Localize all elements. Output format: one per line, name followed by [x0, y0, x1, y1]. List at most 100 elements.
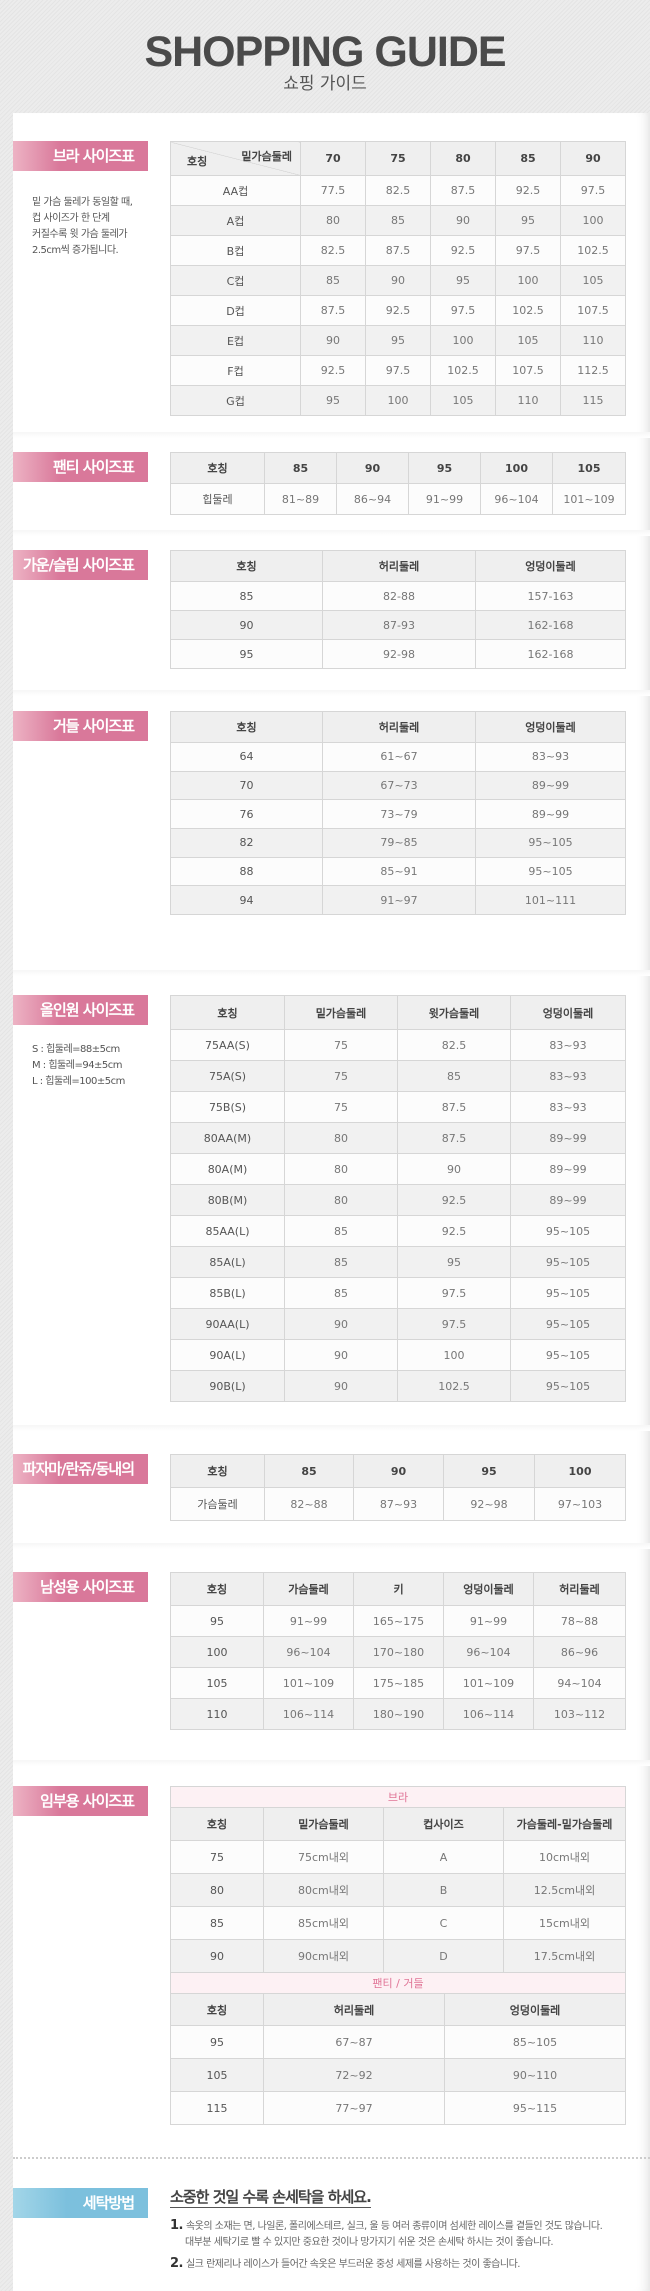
column-header: 85: [264, 1454, 354, 1488]
table-cell: 85: [170, 1906, 264, 1940]
table-cell: 81~89: [264, 483, 337, 515]
column-header: 키: [353, 1572, 444, 1606]
table-cell: 80: [300, 205, 366, 236]
column-header: 컵사이즈: [383, 1807, 504, 1841]
table-cell: 110: [170, 1698, 264, 1730]
table-row: 82 79~85 95~105: [170, 828, 626, 858]
table-cell: 103~112: [533, 1698, 626, 1730]
table-row: 105 101~109 175~185 101~109 94~104: [170, 1667, 626, 1699]
table-cell: 101~109: [263, 1667, 354, 1699]
note-line: 컵 사이즈가 한 단계: [32, 213, 110, 224]
table-cell: 85AA(L): [170, 1215, 285, 1247]
table-cell: 105: [170, 1667, 264, 1699]
item-number: 1.: [170, 2218, 183, 2233]
column-header: 윗가슴둘레: [397, 995, 511, 1030]
section-label: 거들 사이즈표: [13, 711, 148, 741]
column-header: 허리둘레: [322, 550, 476, 582]
table-cell: 87.5: [397, 1122, 511, 1154]
table-cell: 175~185: [353, 1667, 444, 1699]
table-row: 95 92-98 162-168: [170, 639, 626, 669]
table-cell: 90: [430, 205, 496, 236]
table-cell: 80cm내외: [263, 1873, 384, 1907]
column-header: 허리둘레: [322, 711, 476, 743]
table-cell: 95~105: [510, 1308, 626, 1340]
table-cell: 92-98: [322, 639, 476, 669]
table-row: 105 72~92 90~110: [170, 2058, 627, 2092]
table-cell: 67~73: [322, 770, 476, 801]
column-header: 엉덩이둘레: [510, 995, 626, 1030]
column-header: 호칭: [170, 1807, 264, 1841]
table-cell: 85~91: [322, 856, 476, 887]
table-cell: 61~67: [322, 742, 476, 772]
note-line: S : 힙둘레=88±5cm: [32, 1044, 120, 1055]
item-text: 실크 란제리나 레이스가 들어간 속옷은 부드러운 중성 세제를 사용하는 것이…: [185, 2259, 520, 2270]
table-cell: F컵: [170, 355, 301, 386]
column-header: 호칭: [170, 711, 323, 743]
table-cell: 115: [560, 385, 626, 416]
table-cell: 100: [170, 1636, 264, 1668]
table-row: G컵 95 100 105 110 115: [170, 385, 626, 416]
table-cell: 82: [170, 828, 323, 858]
table-cell: 92.5: [397, 1215, 511, 1247]
table-cell: 85: [300, 265, 366, 296]
table-cell: 90: [284, 1370, 398, 1402]
table-cell: 75A(S): [170, 1060, 285, 1092]
table-cell: 100: [560, 205, 626, 236]
column-header: 80: [430, 141, 496, 176]
table-cell: 96~104: [263, 1636, 354, 1668]
table-cell: 92~98: [443, 1487, 535, 1521]
table-cell: 92.5: [397, 1184, 511, 1216]
column-axis-label: 밑가슴둘레: [241, 150, 292, 163]
table-cell: 97~103: [534, 1487, 626, 1521]
table-cell: B: [383, 1873, 504, 1907]
table-cell: 101~109: [443, 1667, 534, 1699]
table-cell: 162-168: [475, 639, 626, 669]
table-cell: 92.5: [300, 355, 366, 386]
table-cell: 102.5: [495, 295, 561, 326]
divider: [13, 2157, 650, 2159]
column-header: 호칭: [170, 550, 323, 582]
divider: [13, 530, 650, 536]
table-cell: 90~110: [443, 2058, 627, 2092]
column-header: 허리둘레: [263, 1993, 445, 2026]
table-cell: 95~105: [475, 828, 626, 858]
size-table: 호칭 85 90 95 100 가슴둘레 82~88 87~93 92~98 97~103: [170, 1454, 626, 1521]
table-row: 85 85cm내외 C 15cm내외: [170, 1906, 626, 1940]
table-cell: 85B(L): [170, 1277, 285, 1309]
table-cell: 83~93: [475, 742, 626, 772]
table-cell: 97.5: [560, 175, 626, 206]
table-cell: 95: [397, 1246, 511, 1278]
table-cell: 157-163: [475, 581, 626, 611]
table-cell: 87-93: [322, 610, 476, 640]
table-cell: 94~104: [533, 1667, 626, 1699]
divider: [13, 1425, 650, 1431]
caption-row: 팬티 / 거들: [169, 1972, 627, 1994]
section-label-washing: 세탁방법: [13, 2188, 148, 2218]
table-cell: 110: [495, 385, 561, 416]
table-row: 90B(L) 90 102.5 95~105: [170, 1370, 626, 1402]
table-cell: 67~87: [263, 2025, 445, 2059]
table-cell: D: [383, 1939, 504, 1973]
table-cell: 87.5: [430, 175, 496, 206]
table-cell: 170~180: [353, 1636, 444, 1668]
table-cell: 75B(S): [170, 1091, 285, 1123]
table-cell: 91~97: [322, 885, 476, 916]
table-cell: 95~115: [443, 2091, 627, 2125]
column-header: 가슴둘레: [263, 1572, 354, 1606]
table-cell: 100: [430, 325, 496, 356]
table-row: 80A(M) 80 90 89~99: [170, 1153, 626, 1185]
table-cell: 180~190: [353, 1698, 444, 1730]
table-row: 95 67~87 85~105: [170, 2025, 627, 2059]
table-row: D컵 87.5 92.5 97.5 102.5 107.5: [170, 295, 626, 326]
size-table: 밑가슴둘레 호칭 70 75 80 85 90 AA컵 77.5 82.5 87.5 92.5 97.5…: [170, 141, 626, 416]
table-cell: 87.5: [365, 235, 431, 266]
table-cell: 105: [430, 385, 496, 416]
size-table: 브라 호칭 밑가슴둘레 컵사이즈 가슴둘레-밑가슴둘레 75 75cm내외 A 10cm내외 80…: [170, 1786, 626, 1973]
section-note: 밑 가슴 둘레가 동일할 때, 컵 사이즈가 한 단계 커질수록 윗 가슴 둘레가 2…: [32, 195, 133, 259]
table-cell: 10cm내외: [503, 1840, 626, 1874]
table-cell: 162-168: [475, 610, 626, 640]
table-cell: 85A(L): [170, 1246, 285, 1278]
table-cell: 100: [495, 265, 561, 296]
section-label: 임부용 사이즈표: [13, 1786, 148, 1816]
table-cell: 85: [284, 1277, 398, 1309]
